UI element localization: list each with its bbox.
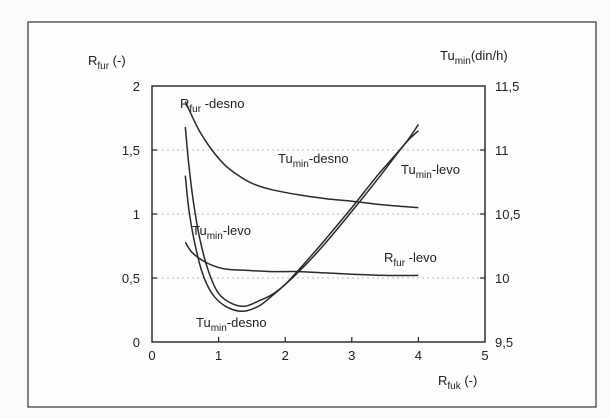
y-right-tick-label: 11,5	[495, 79, 519, 94]
series-label-tumin-levo-right: Tumin-levo	[401, 162, 460, 181]
y-left-tick-label: 1,5	[122, 143, 140, 158]
series-line-r-fur-desno	[184, 101, 419, 209]
y-right-axis-title: Tumin(din/h)	[440, 48, 508, 67]
series-line-tu-min-levo	[184, 126, 419, 308]
y-right-tick-label: 9,5	[495, 335, 513, 350]
y-left-tick-label: 2	[133, 79, 140, 94]
x-axis-title: Rfuk (-)	[438, 373, 477, 392]
x-tick-label: 1	[215, 348, 222, 363]
y-left-axis-title: Rfur (-)	[88, 53, 126, 72]
curve-layer	[184, 101, 420, 313]
series-label-tumin-levo-left: Tumin-levo	[192, 223, 251, 242]
x-tick-label: 3	[348, 348, 355, 363]
series-label-rfur-desno: Rfur -desno	[180, 96, 244, 115]
series-label-tumin-desno-top: Tumin-desno	[278, 151, 349, 170]
series-label-rfur-levo: Rfur -levo	[384, 250, 437, 269]
x-tick-label: 2	[282, 348, 289, 363]
series-line-tu-min-desno	[184, 123, 420, 313]
y-right-tick-label: 10	[495, 271, 509, 286]
series-line-r-fur-levo	[184, 241, 419, 277]
y-left-tick-label: 1	[133, 207, 140, 222]
x-tick-label: 4	[415, 348, 422, 363]
y-left-tick-label: 0,5	[122, 271, 140, 286]
x-tick-label: 0	[148, 348, 155, 363]
y-right-tick-label: 10,5	[495, 207, 520, 222]
y-left-tick-label: 0	[133, 335, 140, 350]
y-right-tick-label: 11	[495, 143, 509, 158]
x-tick-label: 5	[481, 348, 488, 363]
series-label-tumin-desno-bottom: Tumin-desno	[196, 315, 267, 334]
